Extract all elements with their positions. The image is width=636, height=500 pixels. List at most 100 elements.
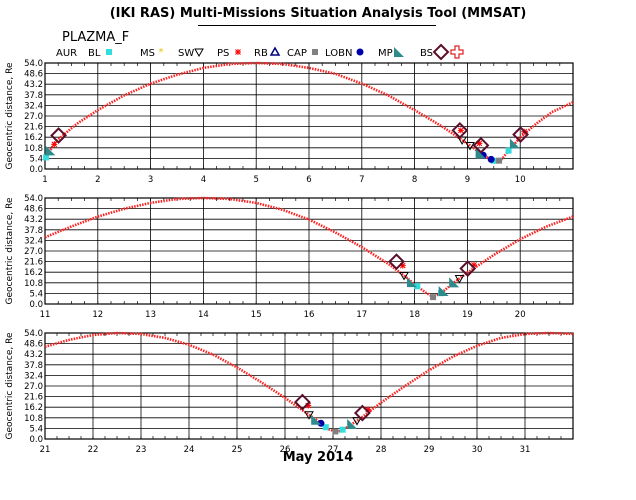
marker-mp (406, 277, 417, 288)
marker-bl (322, 424, 329, 431)
marker-sw (465, 141, 475, 151)
plot-frame (44, 332, 574, 440)
legend-item-rb: RB (254, 46, 281, 59)
y-tick-label: 43.2 (24, 350, 43, 360)
x-tick-label: 11 (40, 310, 51, 320)
y-axis-label: Geocentric distance, Re (5, 197, 15, 304)
legend-item-bs: BS (420, 43, 450, 61)
marker-bs (388, 253, 405, 271)
x-tick-label: 27 (328, 445, 339, 455)
x-tick-label: 6 (306, 175, 311, 185)
orbit-line (44, 196, 574, 299)
marker-bl (339, 426, 346, 433)
marker-bs (293, 393, 311, 411)
x-tick-label: 31 (520, 445, 531, 455)
marker-bs (353, 404, 371, 422)
y-tick-label: 27.0 (24, 247, 43, 257)
chart-panel-2: 0.05.410.816.221.627.032.437.843.248.654… (5, 194, 574, 320)
x-tick-label: 21 (40, 445, 51, 455)
title-underline (198, 25, 436, 26)
region-markers (43, 122, 529, 164)
y-tick-label: 5.4 (29, 154, 43, 164)
y-tick-label: 48.6 (24, 70, 43, 80)
y-tick-label: 0.0 (29, 300, 43, 310)
y-tick-label: 54.0 (24, 59, 43, 69)
x-tick-label: 9 (465, 175, 470, 185)
y-tick-label: 32.4 (24, 101, 43, 111)
x-tick-label: 3 (148, 175, 153, 185)
y-tick-label: 21.6 (24, 393, 43, 403)
y-axis-label: Geocentric distance, Re (5, 62, 15, 169)
marker-ps (471, 261, 478, 268)
legend-marker (235, 49, 241, 55)
y-tick-label: 37.8 (24, 226, 43, 236)
legend-item-aur: AUR (56, 48, 77, 59)
marker-ps (476, 140, 483, 147)
marker-lobn (487, 155, 495, 163)
legend-item-lobn: LOBN (325, 48, 364, 59)
marker-cap (332, 428, 339, 435)
y-tick-label: 10.8 (24, 279, 43, 289)
marker-sw (457, 136, 467, 145)
legend-marker (394, 47, 404, 57)
x-tick-label: 26 (280, 445, 291, 455)
marker-cap (430, 294, 437, 301)
chart-panels: 0.05.410.816.221.627.032.437.843.248.654… (5, 59, 574, 455)
orbit-trace (44, 196, 574, 299)
y-tick-label: 5.4 (29, 289, 43, 299)
x-tick-label: 30 (472, 445, 483, 455)
y-tick-label: 32.4 (24, 371, 43, 381)
marker-sw (352, 417, 362, 426)
month-label: May 2014 (282, 450, 354, 465)
legend-marker (450, 45, 464, 59)
mission-name: PLAZMA_F (62, 30, 130, 45)
marker-sw (304, 411, 314, 420)
legend-label: BS (420, 48, 433, 59)
legend-marker (432, 43, 450, 61)
y-tick-label: 37.8 (24, 91, 43, 101)
x-tick-label: 5 (253, 175, 258, 185)
legend-marker (194, 48, 204, 58)
plot-frame (44, 62, 574, 170)
orbit-line (44, 331, 574, 434)
y-tick-label: 54.0 (24, 329, 43, 339)
x-tick-label: 8 (412, 175, 417, 185)
y-tick-label: 16.2 (24, 403, 43, 413)
marker-ps (399, 262, 406, 269)
y-tick-label: 48.6 (24, 340, 43, 350)
legend-label: MS (140, 48, 155, 59)
x-tick-label: 14 (198, 310, 209, 320)
legend-item-symbol (450, 45, 464, 59)
marker-bs (451, 122, 469, 139)
region-markers (388, 253, 478, 301)
y-tick-label: 5.4 (29, 424, 43, 434)
x-tick-label: 13 (145, 310, 156, 320)
y-tick-label: 43.2 (24, 80, 43, 90)
marker-bs (512, 126, 529, 143)
y-tick-label: 27.0 (24, 112, 43, 122)
legend-label: RB (254, 48, 268, 59)
grid (44, 62, 573, 170)
y-tick-label: 16.2 (24, 268, 43, 278)
plot-frame (44, 197, 574, 305)
legend-label: BL (88, 48, 101, 59)
y-tick-label: 27.0 (24, 382, 43, 392)
marker-bs (459, 260, 477, 277)
y-tick-label: 21.6 (24, 258, 43, 268)
marker-sw (399, 272, 409, 281)
page-title: (IKI RAS) Multi-Missions Situation Analy… (109, 6, 527, 21)
y-tick-label: 37.8 (24, 361, 43, 371)
x-tick-label: 22 (88, 445, 99, 455)
legend-marker: * (159, 47, 164, 58)
legend-label: CAP (287, 48, 307, 59)
marker-mp (438, 285, 449, 296)
legend-label: MP (378, 48, 393, 59)
marker-ps (305, 402, 312, 409)
marker-lobn (317, 419, 325, 427)
x-tick-label: 19 (462, 310, 473, 320)
x-tick-label: 12 (92, 310, 103, 320)
marker-ps (457, 127, 464, 134)
y-tick-label: 32.4 (24, 236, 43, 246)
marker-bl (414, 283, 421, 290)
y-tick-label: 48.6 (24, 205, 43, 215)
